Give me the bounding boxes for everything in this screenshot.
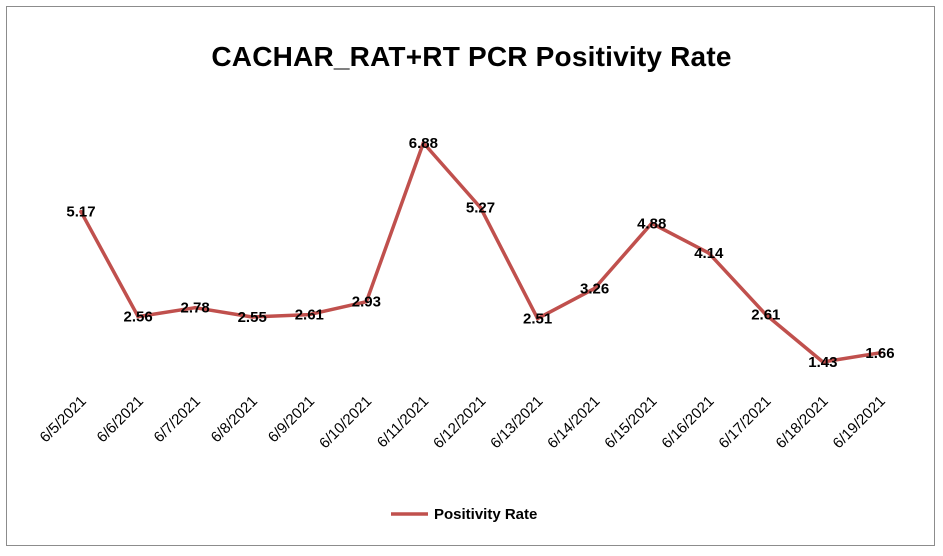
x-tick-label: 6/9/2021 xyxy=(265,393,318,446)
data-label: 2.93 xyxy=(352,294,381,311)
data-label: 2.56 xyxy=(123,309,152,326)
chart-frame: CACHAR_RAT+RT PCR Positivity Rate xyxy=(6,6,935,546)
data-point xyxy=(307,312,312,317)
data-point xyxy=(649,221,654,226)
x-tick-label: 6/16/2021 xyxy=(658,393,717,452)
x-tick-label: 6/8/2021 xyxy=(208,393,261,446)
data-point xyxy=(250,315,254,319)
x-tick-label: 6/13/2021 xyxy=(487,393,546,452)
x-tick-label: 6/18/2021 xyxy=(773,393,832,452)
data-label: 6.88 xyxy=(409,135,438,152)
series-line-positivity-rate xyxy=(79,141,882,364)
x-tick-label: 6/6/2021 xyxy=(94,393,147,446)
data-point xyxy=(821,360,825,364)
x-tick-label: 6/19/2021 xyxy=(830,393,889,452)
data-point xyxy=(136,314,140,319)
data-label: 2.61 xyxy=(751,307,780,324)
data-point xyxy=(478,205,483,210)
x-tick-label: 6/17/2021 xyxy=(715,393,774,452)
data-label: 2.61 xyxy=(295,307,324,324)
data-label: 4.88 xyxy=(637,215,666,232)
legend-label: Positivity Rate xyxy=(434,506,537,523)
data-label: 2.55 xyxy=(238,309,267,326)
data-label: 3.26 xyxy=(580,280,609,297)
x-tick-label: 6/7/2021 xyxy=(151,393,204,446)
x-tick-label: 6/12/2021 xyxy=(430,393,489,452)
data-point xyxy=(707,251,711,255)
data-point xyxy=(535,316,540,321)
x-tick-label: 6/14/2021 xyxy=(544,393,603,452)
data-label: 4.14 xyxy=(694,245,724,262)
chart-title: CACHAR_RAT+RT PCR Positivity Rate xyxy=(211,41,732,72)
data-point xyxy=(79,209,83,214)
data-label: 1.66 xyxy=(865,345,894,362)
x-tick-label: 6/10/2021 xyxy=(316,393,375,452)
data-point xyxy=(193,305,197,310)
data-point xyxy=(421,141,426,145)
x-tick-label: 6/15/2021 xyxy=(601,393,660,452)
data-point xyxy=(592,286,597,291)
data-label: 5.27 xyxy=(466,200,495,217)
data-label: 2.78 xyxy=(180,300,209,317)
x-tick-label: 6/11/2021 xyxy=(374,393,432,451)
x-tick-label: 6/5/2021 xyxy=(37,393,90,446)
data-point xyxy=(878,351,882,355)
data-label: 1.43 xyxy=(808,354,837,371)
data-point xyxy=(364,299,369,304)
data-label: 2.51 xyxy=(523,311,552,328)
data-label: 5.17 xyxy=(66,204,95,221)
data-point xyxy=(764,312,768,317)
